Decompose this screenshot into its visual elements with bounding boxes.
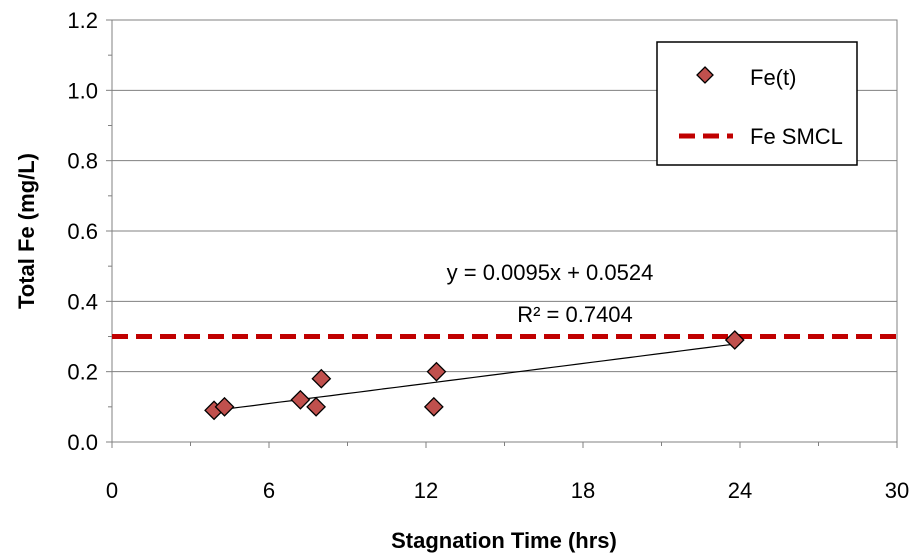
- y-tick-label: 1.0: [67, 78, 98, 103]
- trendline-r-squared: R² = 0.7404: [517, 302, 633, 327]
- y-tick-label: 0.8: [67, 149, 98, 174]
- legend-diamond-icon: [696, 66, 714, 84]
- legend-label-fe-t: Fe(t): [750, 65, 796, 90]
- y-axis-title: Total Fe (mg/L): [14, 153, 39, 309]
- y-tick-label: 1.2: [67, 8, 98, 33]
- x-tick-label: 18: [571, 478, 595, 503]
- x-tick-label: 0: [106, 478, 118, 503]
- x-tick-label: 6: [263, 478, 275, 503]
- data-point: [306, 396, 327, 417]
- legend-label-fe-smcl: Fe SMCL: [750, 124, 843, 149]
- y-tick-label: 0.0: [67, 430, 98, 455]
- legend-marker-fe-t: [696, 66, 714, 84]
- y-tick-label: 0.6: [67, 219, 98, 244]
- data-point: [311, 368, 332, 389]
- y-axis-ticks: 0.0 0.2 0.4 0.6 0.8 1.0 1.2: [67, 8, 112, 455]
- x-axis-title: Stagnation Time (hrs): [391, 528, 617, 553]
- y-tick-label: 0.2: [67, 360, 98, 385]
- data-point: [724, 330, 745, 350]
- data-point: [423, 396, 444, 417]
- x-tick-label: 24: [728, 478, 752, 503]
- data-point: [214, 396, 235, 417]
- y-tick-label: 0.4: [67, 289, 98, 314]
- x-axis-ticks: 0 6 12 18 24 30: [106, 442, 909, 503]
- x-tick-label: 30: [885, 478, 909, 503]
- trendline-equation: y = 0.0095x + 0.0524: [447, 260, 654, 285]
- legend-box: [656, 41, 858, 166]
- data-point: [426, 361, 447, 382]
- data-point: [290, 389, 311, 410]
- x-tick-label: 12: [414, 478, 438, 503]
- data-points: [204, 330, 745, 421]
- legend: Fe(t) Fe SMCL: [656, 41, 858, 166]
